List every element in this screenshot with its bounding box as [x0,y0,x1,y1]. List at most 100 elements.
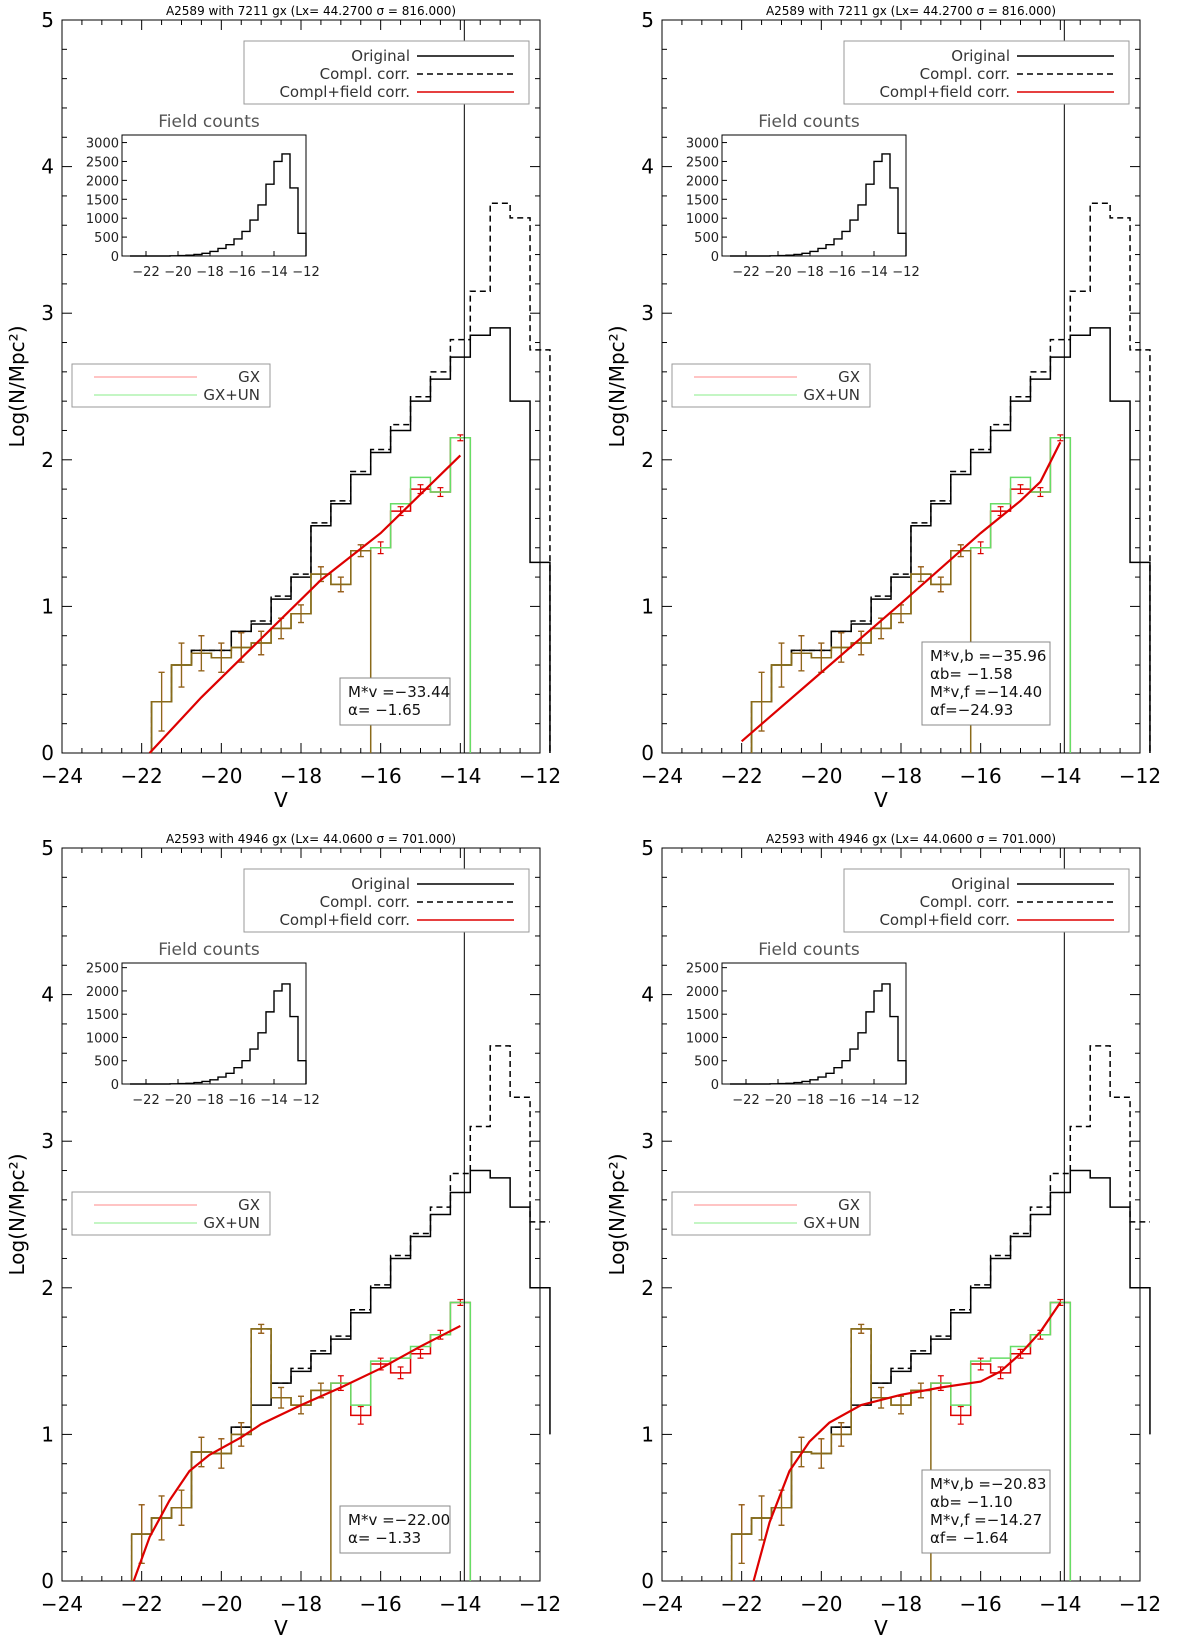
inset-y-tick-label: 2500 [686,962,719,977]
legend-main [843,40,1130,105]
legend-main-label: Compl. corr. [920,893,1010,911]
inset-y-tick-label: 3000 [686,137,719,152]
legend-main-label: Compl+field corr. [879,83,1010,101]
x-tick-label: −18 [280,1592,322,1616]
inset-y-tick-label: 0 [111,1078,119,1093]
legend-main-label: Compl. corr. [320,65,410,83]
legend-main-label: Original [351,875,410,893]
legend-sub-label: GX+UN [803,1214,860,1232]
inset-x-tick-label: −18 [196,1093,223,1108]
legend-main [243,868,530,933]
legend-main-label: Compl+field corr. [279,83,410,101]
inset-x-tick-label: −14 [860,265,887,280]
inset-x-tick-label: −12 [892,1093,919,1108]
inset-y-tick-label: 2500 [86,962,119,977]
inset-x-tick-label: −18 [796,1093,823,1108]
inset-x-tick-label: −14 [860,1093,887,1108]
legend-sub-label: GX [838,1196,860,1214]
legend-sub-label: GX [238,368,260,386]
fit-param: M*v,b =−20.83 [930,1475,1046,1493]
x-tick-label: −16 [960,1592,1002,1616]
x-tick-label: −22 [121,764,163,788]
x-tick-label: −18 [280,764,322,788]
inset-histogram [130,983,307,1085]
inset-y-tick-label: 500 [94,231,119,246]
inset-x-tick-label: −16 [228,1093,255,1108]
fit-line [752,1301,1062,1582]
legend-main-label: Compl. corr. [320,893,410,911]
fit-param: αb= −1.58 [930,665,1013,683]
fit-params-box [339,677,451,726]
fit-line [740,441,1062,743]
legend-main [243,40,530,105]
inset-frame [721,962,907,1085]
y-axis-label: Log(N/Mpc²) [5,326,29,448]
x-tick-label: −24 [641,1592,683,1616]
y-tick-label: 3 [641,1129,654,1153]
inset-title: Field counts [758,112,860,132]
legend-sub [71,1191,271,1236]
legend-main-label: Compl+field corr. [279,911,410,929]
x-axis-label: V [274,788,288,812]
legend-sub-label: GX [838,368,860,386]
inset-x-tick-label: −14 [260,1093,287,1108]
inset-x-tick-label: −20 [164,1093,191,1108]
y-tick-label: 5 [41,836,54,860]
y-tick-label: 4 [41,155,54,179]
y-tick-label: 4 [641,155,654,179]
legend-main [843,868,1130,933]
fit-param: αf= −1.64 [930,1529,1008,1547]
x-tick-label: −16 [360,764,402,788]
legend-sub-label: GX [238,1196,260,1214]
series-compl-corr [130,1045,550,1581]
inset-y-tick-label: 0 [111,250,119,265]
y-tick-label: 3 [41,301,54,325]
x-tick-label: −20 [200,1592,242,1616]
inset-y-tick-label: 2000 [686,985,719,1000]
inset-y-tick-label: 1000 [686,1031,719,1046]
x-axis-label: V [874,788,888,812]
x-tick-label: −24 [41,764,83,788]
x-tick-label: −18 [880,1592,922,1616]
y-tick-label: 2 [641,448,654,472]
chart-panel-3: A2593 with 4946 gx (Lx= 44.0600 σ = 701.… [5,832,561,1640]
inset-title: Field counts [158,112,260,132]
fit-param: M*v,f =−14.27 [930,1511,1042,1529]
chart-panel-1: A2589 with 7211 gx (Lx= 44.2700 σ = 816.… [5,4,561,812]
x-tick-label: −14 [439,1592,481,1616]
fit-params-box [921,641,1051,726]
inset-y-tick-label: 3000 [86,137,119,152]
fit-param: α= −1.65 [348,701,421,719]
inset-x-tick-label: −16 [228,265,255,280]
y-tick-label: 4 [41,983,54,1007]
inset-frame [121,962,307,1085]
x-tick-label: −14 [1039,1592,1081,1616]
chart-title: A2593 with 4946 gx (Lx= 44.0600 σ = 701.… [766,832,1056,846]
inset-y-tick-label: 2000 [686,174,719,189]
chart-panel-2: A2589 with 7211 gx (Lx= 44.2700 σ = 816.… [605,4,1161,812]
x-tick-label: −12 [519,764,561,788]
legend-sub-label: GX+UN [803,386,860,404]
chart-title: A2589 with 7211 gx (Lx= 44.2700 σ = 816.… [766,4,1056,18]
x-tick-label: −16 [960,764,1002,788]
series-compl-corr [750,202,1151,753]
x-tick-label: −24 [41,1592,83,1616]
legend-main-label: Compl. corr. [920,65,1010,83]
inset-x-tick-label: −22 [732,265,759,280]
inset-y-tick-label: 1000 [86,1031,119,1046]
inset-y-tick-label: 1000 [686,212,719,227]
x-tick-label: −14 [1039,764,1081,788]
inset-y-tick-label: 2000 [86,985,119,1000]
y-tick-label: 4 [641,983,654,1007]
y-axis-label: Log(N/Mpc²) [605,326,629,448]
series-compl-corr [730,1045,1150,1581]
inset-y-tick-label: 2500 [686,155,719,170]
fit-param: M*v,f =−14.40 [930,683,1042,701]
legend-sub-label: GX+UN [203,386,260,404]
x-axis-label: V [274,1616,288,1640]
inset-y-tick-label: 1500 [86,1008,119,1023]
legend-main-label: Original [351,47,410,65]
legend-sub [71,363,271,408]
inset-histogram [730,983,907,1085]
